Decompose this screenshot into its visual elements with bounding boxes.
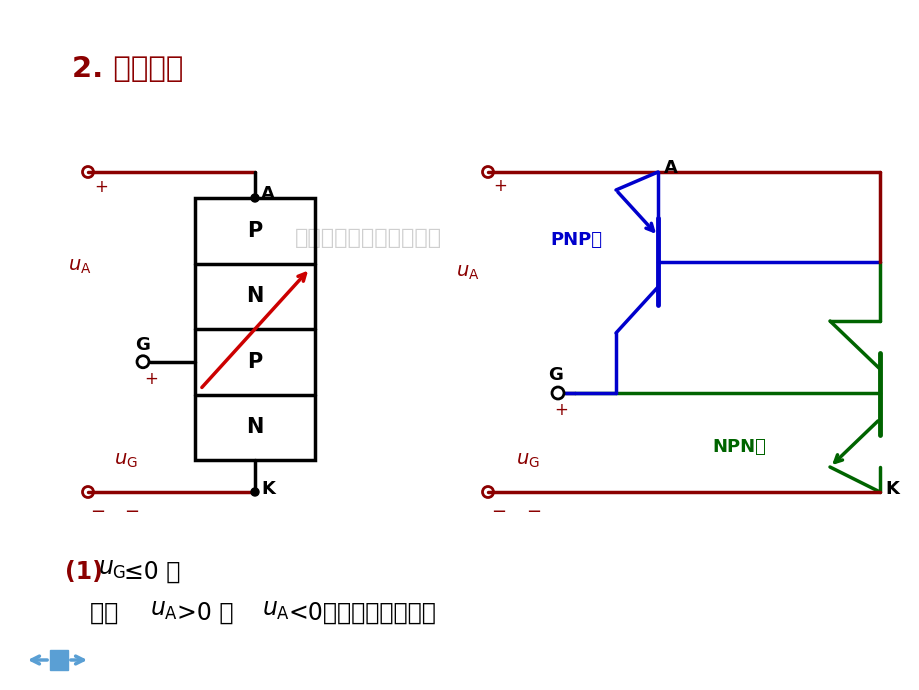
Text: +: + [94, 178, 108, 196]
Text: (1): (1) [65, 560, 111, 584]
Text: N: N [246, 417, 264, 437]
Text: N: N [246, 286, 264, 306]
Text: 无论: 无论 [90, 601, 126, 625]
Text: A: A [261, 185, 275, 203]
Bar [195, 198, 314, 460]
Text: 2. 工作原理: 2. 工作原理 [72, 55, 183, 83]
Circle shape [251, 194, 259, 202]
Text: K: K [261, 480, 275, 498]
Circle shape [251, 488, 259, 496]
Text: $u_{\rm A}$: $u_{\rm A}$ [150, 598, 178, 622]
Text: P: P [247, 352, 262, 372]
Text: −: − [491, 503, 505, 521]
Text: A: A [664, 159, 677, 177]
Text: +: + [553, 401, 567, 419]
Text: G: G [135, 336, 150, 354]
Text: $u_{\rm G}$: $u_{\rm G}$ [114, 451, 138, 469]
Text: −: − [526, 503, 540, 521]
Text: $u_{\rm G}$: $u_{\rm G}$ [98, 557, 126, 581]
Text: 大连理工大学电气工程系: 大连理工大学电气工程系 [295, 228, 442, 248]
Text: >0 或: >0 或 [176, 601, 241, 625]
Text: ≤0 时: ≤0 时 [124, 560, 180, 584]
Text: −: − [90, 503, 105, 521]
Text: PNP管: PNP管 [550, 231, 601, 249]
Text: NPN管: NPN管 [711, 438, 765, 456]
Bar [50, 650, 68, 670]
Text: K: K [884, 480, 898, 498]
Text: $u_{\rm A}$: $u_{\rm A}$ [68, 257, 92, 277]
Text: $u_{\rm A}$: $u_{\rm A}$ [456, 262, 479, 282]
Text: +: + [493, 177, 506, 195]
Text: $u_{\rm A}$: $u_{\rm A}$ [262, 598, 289, 622]
Text: G: G [548, 366, 562, 384]
Text: +: + [144, 370, 158, 388]
Text: P: P [247, 221, 262, 241]
Text: <0，晶闸管均截止。: <0，晶闸管均截止。 [289, 601, 437, 625]
Text: −: − [124, 503, 139, 521]
Text: $u_{\rm G}$: $u_{\rm G}$ [516, 451, 539, 469]
